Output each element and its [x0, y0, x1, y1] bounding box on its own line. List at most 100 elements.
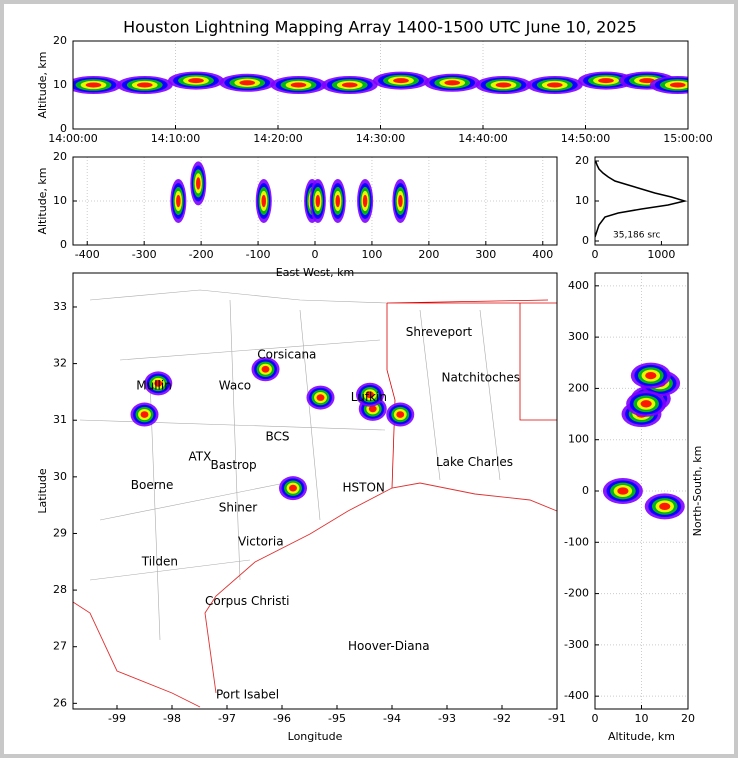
x-tick-label: 0: [312, 248, 319, 261]
source-density: [598, 78, 614, 84]
y-tick-label: 0: [60, 238, 67, 251]
map-borders: [72, 289, 558, 708]
x-tick-label: -92: [493, 712, 511, 725]
y-tick-label: 10: [53, 78, 67, 91]
city-label: BCS: [266, 430, 290, 444]
city-label: Victoria: [238, 534, 284, 548]
city-label: ATX: [189, 450, 212, 464]
source-density: [140, 411, 149, 418]
y-tick-label: 0: [60, 122, 67, 135]
city-label: Port Isabel: [216, 687, 279, 701]
city-label: HSTON: [343, 481, 385, 495]
x-tick-label: 0: [592, 248, 599, 261]
x-tick-label: -200: [189, 248, 214, 261]
plot-area: [170, 161, 409, 223]
x-tick-label: 100: [361, 248, 382, 261]
y-tick-label: 0: [582, 484, 589, 497]
source-density: [362, 194, 368, 208]
source-density: [290, 82, 307, 88]
y-tick-label: 10: [53, 194, 67, 207]
source-density: [640, 400, 652, 408]
panel-frame: [72, 156, 558, 246]
x-tick-label: 400: [532, 248, 553, 261]
source-density: [289, 484, 297, 492]
y-tick-label: 0: [582, 234, 589, 247]
x-tick-label: 14:40:00: [458, 132, 507, 145]
source-density: [188, 78, 204, 84]
x-tick-label: -300: [132, 248, 157, 261]
city-label: Natchitoches: [442, 370, 520, 384]
x-tick-label: -100: [246, 248, 271, 261]
city-label: Bastrop: [211, 458, 257, 472]
source-density: [368, 405, 377, 413]
panel-frame: [72, 40, 689, 130]
source-density: [444, 80, 461, 86]
altitude-histogram: [595, 160, 688, 238]
y-axis-label: Altitude, km: [36, 167, 49, 234]
source-density: [393, 78, 409, 84]
y-tick-label: -400: [564, 689, 589, 702]
source-density: [315, 194, 321, 208]
x-tick-label: 15:00:00: [663, 132, 712, 145]
source-density: [669, 82, 686, 88]
x-tick-label: -93: [438, 712, 456, 725]
x-tick-label: -97: [218, 712, 236, 725]
y-tick-label: 20: [575, 154, 589, 167]
source-density: [398, 194, 403, 208]
y-tick-label: -200: [564, 587, 589, 600]
source-density: [316, 394, 325, 401]
x-tick-label: 0: [592, 712, 599, 725]
panel-frame: [594, 156, 689, 246]
city-label: Tilden: [141, 554, 178, 568]
y-tick-label: 300: [568, 330, 589, 343]
source-density: [196, 177, 201, 190]
source-density: [659, 502, 671, 511]
y-tick-label: 100: [568, 433, 589, 446]
city-label: Shiner: [219, 500, 258, 514]
y-tick-label: 20: [53, 150, 67, 163]
y-tick-label: 20: [53, 34, 67, 47]
x-tick-label: -91: [548, 712, 566, 725]
plot-area: [73, 71, 688, 94]
annotation: 35,186 src: [613, 231, 661, 241]
y-tick-label: 26: [53, 696, 67, 709]
source-density: [261, 194, 266, 208]
x-tick-label: 10: [635, 712, 649, 725]
y-axis-label: North-South, km: [691, 446, 704, 537]
y-tick-label: 200: [568, 381, 589, 394]
x-tick-label: -400: [75, 248, 100, 261]
city-label: Hoover-Diana: [348, 639, 430, 653]
y-tick-label: 29: [53, 526, 67, 539]
source-density: [239, 80, 256, 86]
y-tick-label: 30: [53, 470, 67, 483]
y-axis-label: Latitude: [36, 468, 49, 514]
figure-title: Houston Lightning Mapping Array 1400-150…: [123, 18, 637, 37]
y-axis-label: Altitude, km: [36, 51, 49, 118]
x-tick-label: -98: [163, 712, 181, 725]
source-density: [136, 82, 153, 88]
source-density: [546, 82, 563, 88]
source-density: [341, 82, 358, 88]
y-tick-label: 28: [53, 583, 67, 596]
source-density: [154, 380, 163, 387]
source-density: [176, 194, 181, 208]
x-tick-label: -99: [108, 712, 126, 725]
x-tick-label: 20: [681, 712, 695, 725]
source-density: [495, 82, 512, 88]
x-tick-label: -96: [273, 712, 291, 725]
panel-frame: [72, 272, 558, 710]
city-label: Corpus Christi: [205, 594, 290, 608]
x-tick-label: 14:30:00: [356, 132, 405, 145]
y-tick-label: 10: [575, 194, 589, 207]
x-tick-label: 300: [475, 248, 496, 261]
source-density: [645, 371, 657, 380]
x-tick-label: -94: [383, 712, 401, 725]
plot-area: [602, 362, 685, 520]
y-tick-label: 31: [53, 413, 67, 426]
y-tick-label: 400: [568, 279, 589, 292]
city-label: Corsicana: [257, 348, 316, 362]
x-tick-label: 14:50:00: [561, 132, 610, 145]
y-tick-label: -300: [564, 638, 589, 651]
x-axis-label: Altitude, km: [608, 730, 675, 743]
